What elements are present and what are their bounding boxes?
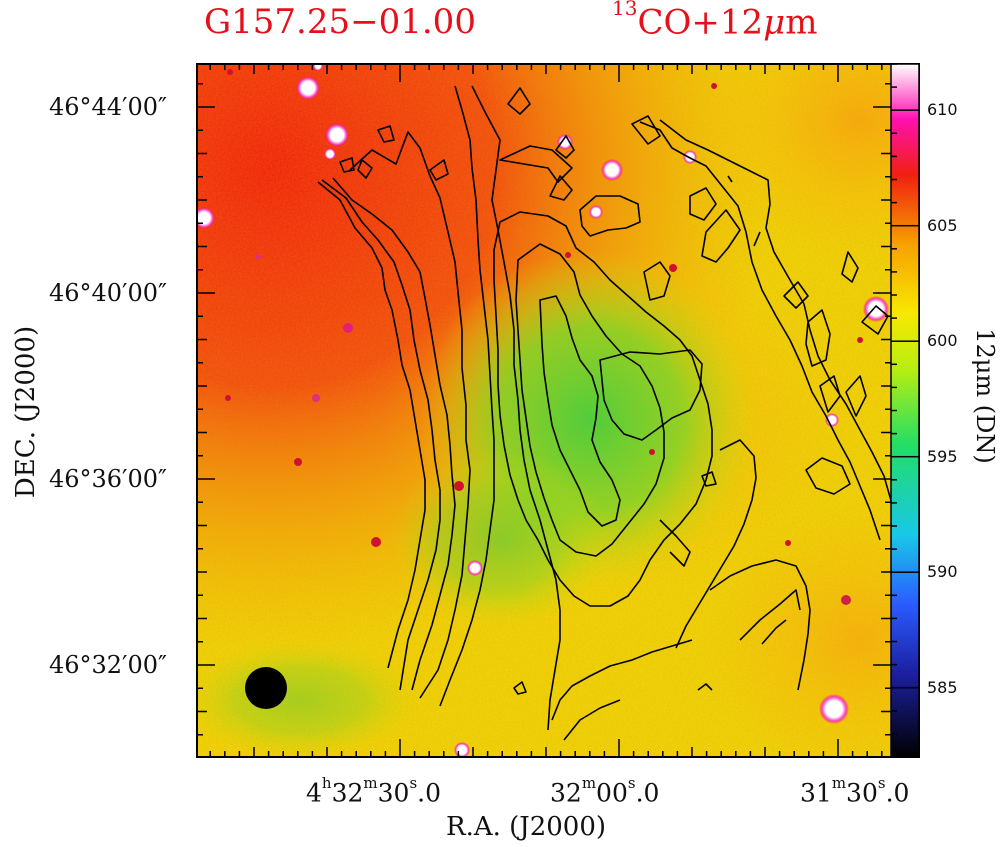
contour-top-right-2 (579, 195, 641, 237)
contour-outer-3 (332, 177, 456, 691)
contour-right-loop-8 (805, 457, 851, 495)
contour-right-loop-5 (805, 309, 831, 367)
colorbar-tick-label: 590 (927, 562, 958, 582)
contour-outer-1 (317, 181, 426, 669)
contour-small-5 (753, 231, 761, 247)
contour-upper-3 (471, 85, 561, 731)
contour-right-loop-3 (701, 209, 741, 263)
contour-lower-small (513, 681, 527, 695)
field-name-title: G157.25−01.00 (204, 2, 476, 42)
x-tick-label: 4h32m30s.0 (306, 774, 441, 808)
contour-right-1 (639, 121, 881, 541)
tracer-unit: m (785, 2, 818, 43)
contour-top-small (507, 87, 531, 115)
y-tick-label: 46°32′00″ (48, 651, 167, 679)
contour-core-outer (493, 211, 713, 607)
colorbar-tick-label: 595 (927, 446, 958, 466)
contour-top-left-small (357, 159, 373, 179)
y-axis-title: DEC. (J2000) (11, 325, 41, 499)
colorbar-tick-label: 610 (927, 100, 958, 120)
contour-top-mid-2 (549, 175, 573, 201)
colorbar-ticks (891, 63, 919, 758)
contour-right-loop-2 (689, 187, 717, 221)
contour-right-5 (701, 471, 717, 487)
colorbar-tick-label: 585 (927, 677, 958, 697)
contour-lower-right-1 (709, 559, 811, 691)
x-tick-label: 32m00s.0 (550, 774, 660, 808)
tracer-main: CO+12 (637, 2, 764, 43)
contour-top-right-1 (631, 115, 661, 145)
contour-lower-mid (551, 639, 693, 721)
intensity-image (197, 64, 919, 757)
contour-right-4 (659, 519, 691, 567)
contour-lower-mid-2 (563, 699, 621, 741)
contour-small-1 (429, 159, 449, 181)
contour-core-inner (539, 295, 621, 527)
point-sources (197, 64, 889, 757)
colorbar-tick-label: 600 (927, 331, 958, 351)
contour-outer-2 (321, 179, 441, 691)
tracer-mu: μ (763, 2, 786, 43)
contour-right-2 (659, 119, 893, 505)
y-tick-label: 46°44′00″ (48, 93, 167, 121)
y-tick-label: 46°40′00″ (48, 279, 167, 307)
contour-lower-right-2 (739, 589, 801, 641)
contour-right-3 (675, 439, 757, 649)
contour-right-loop-1 (643, 261, 671, 301)
contour-small-2 (555, 135, 575, 159)
x-axis-title: R.A. (J2000) (446, 812, 607, 842)
contour-small-3 (377, 125, 395, 143)
x-tick-label: 31m30s.0 (800, 774, 910, 808)
contour-small-4 (339, 157, 355, 173)
contour-upper-1 (349, 131, 471, 699)
contour-right-loop-7 (845, 375, 867, 417)
isotope-superscript: 13 (612, 0, 638, 20)
axis-ticks (197, 64, 891, 757)
contour-core-mid (515, 243, 665, 557)
contour-top-mid (499, 145, 573, 183)
contour-small-6 (727, 175, 733, 183)
contour-lower-right-3 (761, 619, 787, 645)
contour-right-loop-6 (819, 375, 841, 413)
colorbar-tick-label: 605 (927, 215, 958, 235)
contour-right-loop-10 (841, 251, 859, 283)
y-tick-label: 46°36′00″ (48, 465, 167, 493)
co-contours (317, 85, 893, 741)
beam-marker (245, 667, 287, 709)
colorbar-title: 12μm (DN) (971, 328, 999, 464)
contour-upper-2 (439, 85, 495, 707)
tracer-title: 13CO+12μm (612, 0, 818, 43)
contour-right-loop-4 (783, 281, 809, 309)
contour-core-right (599, 349, 703, 441)
contour-lower-right-4 (697, 683, 713, 691)
